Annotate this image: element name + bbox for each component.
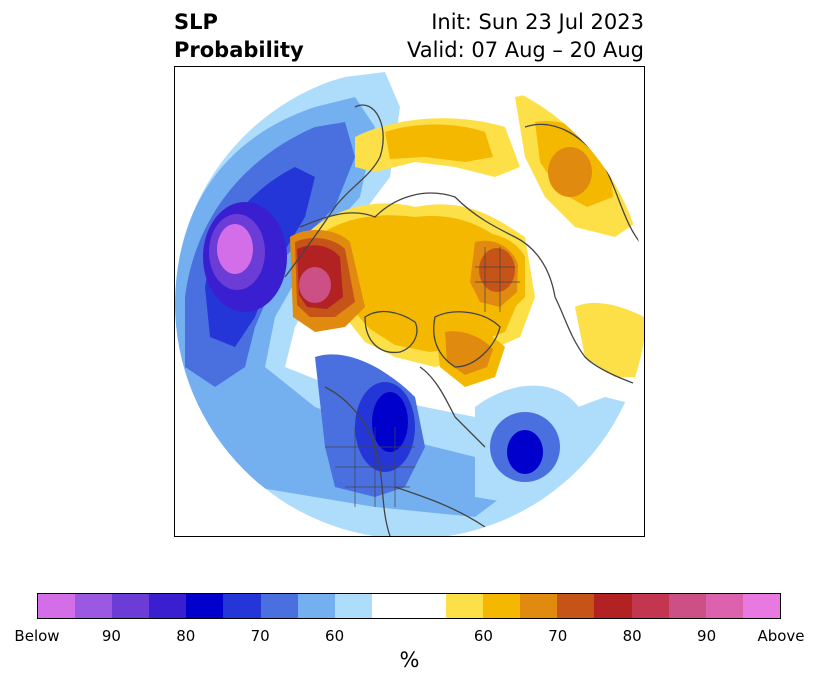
- below-region-core: [217, 224, 253, 274]
- colorbar-segment: [371, 594, 447, 618]
- below-atlantic-core: [507, 430, 543, 474]
- title-right: Init: Sun 23 Jul 2023 Valid: 07 Aug – 20…: [407, 8, 644, 64]
- colorbar-tick-label: 90: [101, 627, 121, 645]
- colorbar-tick-label: 60: [473, 627, 493, 645]
- colorbar-unit: %: [399, 648, 420, 672]
- colorbar-tick-label: 70: [548, 627, 568, 645]
- probability-field: [175, 67, 644, 536]
- colorbar-tick-label: Above: [757, 627, 805, 645]
- below-namerica-core: [372, 392, 408, 452]
- init-date: Init: Sun 23 Jul 2023: [431, 10, 644, 34]
- coastlines: [284, 104, 644, 536]
- colorbar-segment: [520, 594, 558, 618]
- above-siberia-core: [299, 267, 331, 303]
- above-europe-core: [479, 248, 515, 292]
- colorbar-segment: [594, 594, 632, 618]
- colorbar-segment: [483, 594, 521, 618]
- colorbar-tick-label: 60: [325, 627, 345, 645]
- colorbar-tick-label: 90: [697, 627, 717, 645]
- title-type: Probability: [174, 38, 304, 62]
- colorbar-ticks: Below 90 80 70 60 60 70 80 90 Above: [14, 627, 804, 647]
- probability-map: [174, 66, 645, 537]
- title-left: SLP Probability: [174, 8, 304, 64]
- colorbar-tick-label: Below: [14, 627, 60, 645]
- colorbar-segment: [112, 594, 150, 618]
- colorbar-tick-label: 80: [622, 627, 642, 645]
- title-variable: SLP: [174, 10, 218, 34]
- colorbar-segment: [334, 594, 372, 618]
- above-canadian-arctic-2: [385, 124, 493, 162]
- above-greenland-2: [445, 331, 493, 375]
- colorbar-segment: [742, 594, 780, 618]
- colorbar-segment: [75, 594, 113, 618]
- colorbar-segment: [186, 594, 224, 618]
- colorbar-segment: [297, 594, 335, 618]
- colorbar-segment: [38, 594, 76, 618]
- colorbar-segment: [668, 594, 706, 618]
- colorbar-segment: [631, 594, 669, 618]
- colorbar-segment: [446, 594, 484, 618]
- colorbar-segment: [149, 594, 187, 618]
- map-canvas: [175, 67, 644, 536]
- colorbar-segment: [705, 594, 743, 618]
- above-pacific-east: [575, 302, 644, 377]
- colorbar-tick-label: 70: [250, 627, 270, 645]
- colorbar-segment: [223, 594, 261, 618]
- colorbar-tick-label: 80: [176, 627, 196, 645]
- colorbar-segment: [260, 594, 298, 618]
- above-asia-core: [548, 147, 592, 197]
- colorbar-segment: [557, 594, 595, 618]
- valid-period: Valid: 07 Aug – 20 Aug: [406, 38, 644, 62]
- colorbar: [37, 593, 781, 619]
